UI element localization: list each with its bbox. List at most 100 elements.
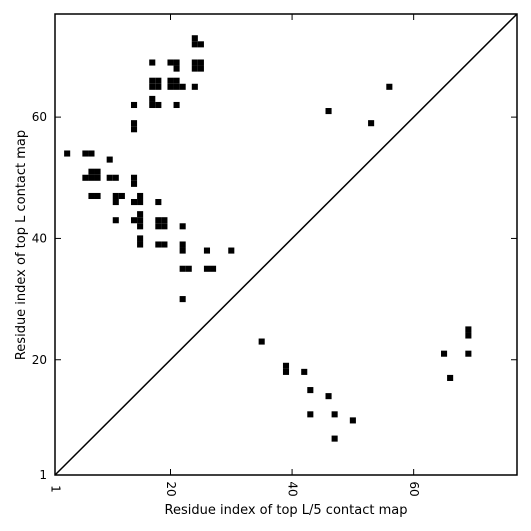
y-tick-label: 60 (32, 110, 47, 124)
contact-cell-upper (173, 77, 180, 84)
contact-cell-upper (88, 174, 95, 181)
contact-cell-lower (441, 350, 448, 357)
contact-cell-upper (155, 241, 162, 248)
contact-cell-upper (210, 265, 217, 272)
contact-cell-upper (130, 180, 138, 187)
contact-cell-upper (130, 101, 138, 109)
axis-ticks (54, 14, 517, 476)
contact-cell-upper (191, 35, 198, 42)
contact-cell-upper (191, 59, 198, 66)
contact-cell-upper (112, 199, 119, 206)
contact-cell-upper (137, 211, 144, 218)
contact-cell-upper (197, 59, 204, 66)
contact-cell-upper (64, 150, 71, 157)
contact-cell-upper (197, 41, 204, 48)
y-tick-label: 20 (32, 353, 47, 367)
contact-cell-lower (465, 332, 472, 339)
contact-cell-upper (94, 174, 101, 181)
contact-cell-lower (447, 374, 454, 381)
contact-cell-upper (88, 192, 95, 200)
contact-cell-lower (465, 350, 472, 357)
contact-cell-upper (179, 247, 186, 254)
contact-cell-upper (179, 83, 186, 90)
contact-cell-lower (325, 393, 332, 400)
contact-cell-upper (137, 192, 144, 200)
contact-cell-upper (167, 59, 174, 66)
x-tick-label: 40 (286, 481, 300, 496)
contact-cell-upper (82, 150, 89, 157)
contact-cell-upper (88, 150, 95, 157)
contact-cell-upper (179, 241, 186, 248)
contact-cell-upper (191, 41, 198, 48)
contact-cell-lower (258, 338, 265, 345)
contact-cell-lower (307, 411, 314, 418)
contact-cell-upper (167, 83, 174, 90)
contact-cell-upper (137, 235, 144, 242)
contact-cell-upper (137, 223, 144, 230)
contact-cell-upper (155, 223, 162, 230)
contact-cell-upper (149, 101, 156, 109)
contact-cell-upper (94, 192, 101, 200)
x-tick-label: 60 (407, 481, 421, 496)
contact-cell-upper (112, 217, 119, 224)
contact-cell-lower (282, 368, 290, 375)
contact-cell-upper (130, 120, 138, 127)
contact-cell-upper (130, 217, 138, 224)
contact-cell-upper (112, 192, 119, 200)
contact-cell-upper (149, 83, 156, 90)
x-tick-label: 1 (49, 485, 63, 493)
contact-cell-upper (203, 247, 211, 254)
y-tick-label: 1 (39, 468, 47, 482)
contact-cell-upper (94, 168, 101, 175)
y-axis-label: Residue index of top L contact map (14, 130, 29, 360)
contact-cell-lower (331, 435, 338, 442)
contact-cell-upper (185, 265, 192, 272)
y-tick-label: 40 (32, 231, 47, 245)
contact-cell-upper (173, 83, 180, 90)
contact-cells (64, 35, 472, 442)
contact-cell-upper (130, 126, 138, 133)
x-axis-label: Residue index of top L/5 contact map (165, 503, 408, 518)
contact-cell-upper (155, 217, 162, 224)
contact-cell-upper (149, 95, 156, 102)
contact-cell-upper (167, 77, 174, 84)
contact-cell-upper (155, 77, 162, 84)
contact-cell-upper (197, 65, 204, 72)
contact-cell-upper (325, 108, 332, 115)
contact-cell-upper (155, 83, 162, 90)
contact-cell-upper (155, 101, 162, 109)
contact-cell-lower (307, 387, 314, 394)
contact-cell-upper (88, 168, 95, 175)
x-tick-label: 20 (164, 481, 178, 496)
contact-cell-lower (465, 326, 472, 333)
contact-cell-upper (179, 223, 186, 230)
contact-cell-upper (173, 59, 180, 66)
contact-cell-upper (137, 217, 144, 224)
contact-cell-upper (106, 156, 113, 163)
axis-tick-labels: 1 20 40 60 1 20 40 60 (32, 110, 421, 497)
contact-cell-upper (228, 247, 235, 254)
contact-cell-lower (301, 368, 308, 375)
contact-cell-upper (155, 199, 162, 206)
contact-cell-upper (368, 120, 375, 127)
contact-cell-upper (161, 241, 168, 248)
contact-cell-upper (173, 101, 180, 109)
contact-cell-upper (112, 174, 119, 181)
contact-cell-lower (331, 411, 338, 418)
contact-cell-upper (118, 192, 125, 200)
contact-cell-upper (203, 265, 211, 272)
contact-cell-lower (349, 417, 356, 424)
contact-cell-upper (137, 241, 144, 248)
contact-cell-upper (161, 223, 168, 230)
contact-cell-lower (282, 362, 290, 369)
contact-cell-upper (386, 83, 393, 90)
contact-cell-upper (149, 59, 156, 66)
contact-cell-upper (161, 217, 168, 224)
contact-cell-upper (179, 296, 186, 303)
diagonal-line (54, 13, 518, 476)
contact-cell-upper (179, 265, 186, 272)
contact-cell-upper (191, 65, 198, 72)
contact-cell-upper (130, 174, 138, 181)
contact-cell-upper (173, 65, 180, 72)
